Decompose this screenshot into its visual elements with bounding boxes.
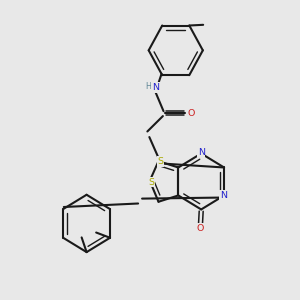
Text: N: N bbox=[220, 191, 227, 200]
Text: O: O bbox=[197, 224, 204, 233]
Text: O: O bbox=[187, 109, 195, 118]
Text: N: N bbox=[198, 148, 205, 157]
Text: S: S bbox=[158, 157, 164, 166]
Text: H: H bbox=[146, 82, 151, 91]
Text: S: S bbox=[148, 178, 154, 187]
Text: N: N bbox=[152, 83, 159, 92]
